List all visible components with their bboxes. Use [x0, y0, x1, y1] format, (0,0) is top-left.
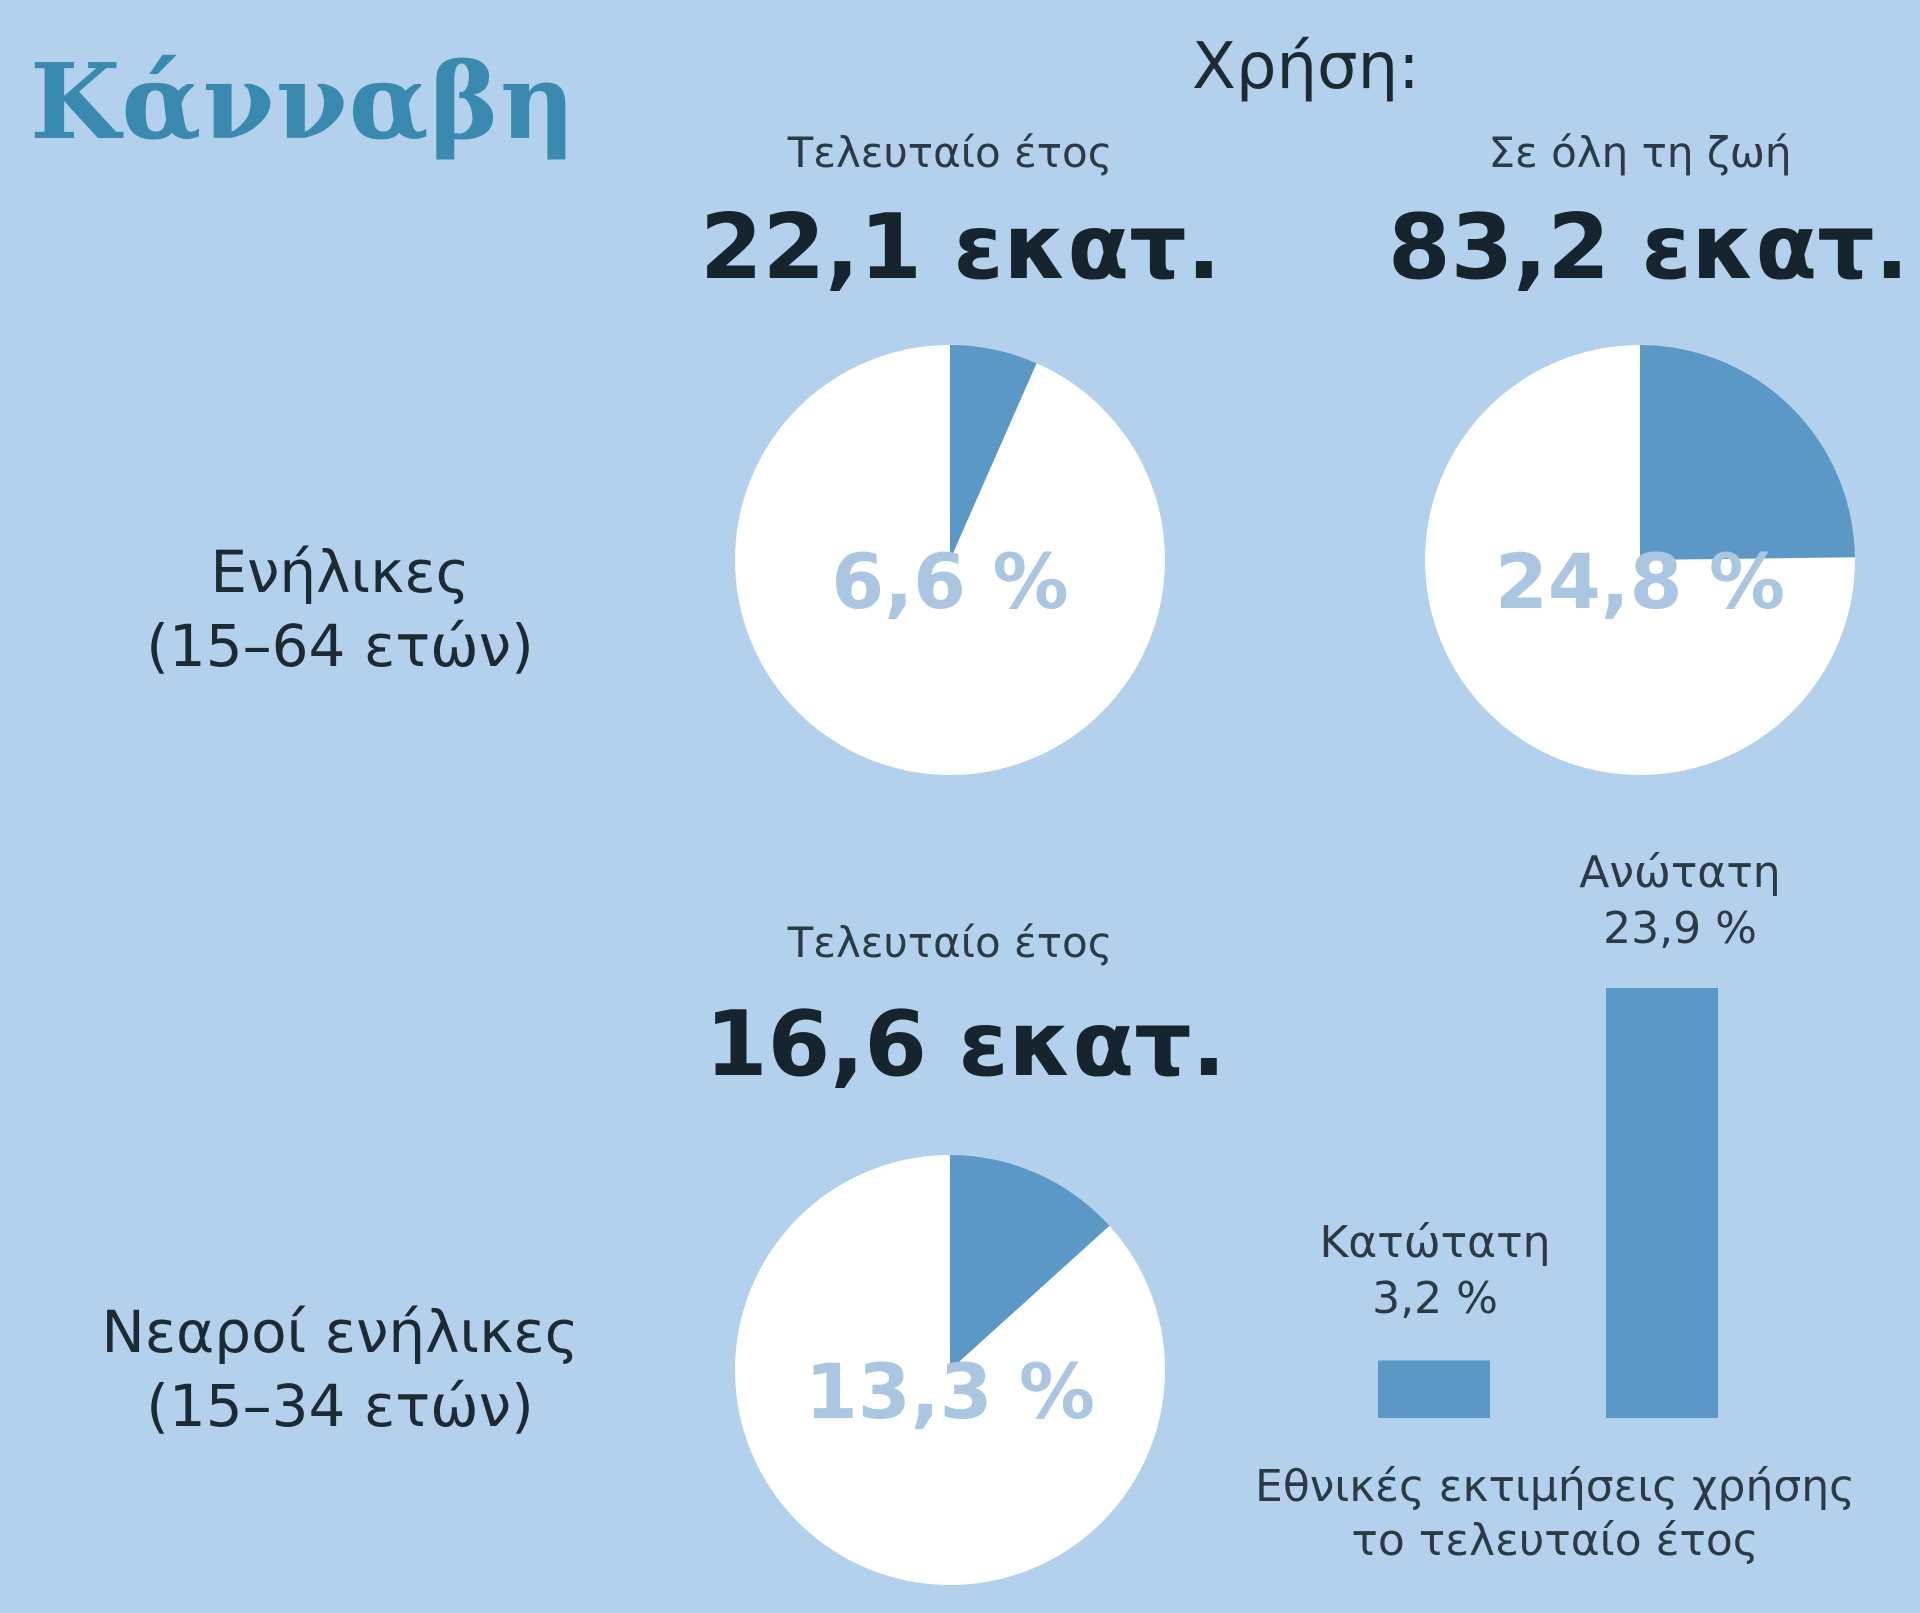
bar-max-value: 23,9 %	[1603, 903, 1757, 955]
page-title: Κάνναβη	[30, 40, 577, 163]
adults-last-year-value: 22,1 εκατ.	[700, 195, 1221, 300]
bar-max-rect	[1606, 988, 1718, 1418]
adults-last-year-pie-percent-label: 6,6 %	[831, 537, 1068, 626]
bar-min-label: Κατώτατη 3,2 %	[1300, 1215, 1570, 1328]
adults-last-year-pie-usage-slice	[950, 345, 1037, 560]
adults-lifetime-label: Σε όλη τη ζωή	[1488, 128, 1792, 177]
footnote-line1: Εθνικές εκτιμήσεις χρήσης	[1255, 1461, 1855, 1512]
young-last-year-pie-percent-label: 13,3 %	[805, 1347, 1095, 1436]
young-row-label: Νεαροί ενήλικες (15–34 ετών)	[40, 1295, 640, 1443]
adults-last-year-label: Τελευταίο έτος	[787, 128, 1113, 177]
footnote-line2: το τελευταίο έτος	[1351, 1514, 1759, 1566]
bar-max-label: Ανώτατη 23,9 %	[1530, 845, 1830, 958]
bar-max-category: Ανώτατη	[1579, 847, 1781, 898]
young-label-line2: (15–34 ετών)	[146, 1372, 534, 1441]
young-last-year-pie: 13,3 %	[735, 1155, 1165, 1585]
adults-lifetime-pie-usage-slice	[1640, 345, 1855, 560]
usage-heading: Χρήση:	[1192, 30, 1420, 104]
adults-label-line2: (15–64 ετών)	[146, 612, 534, 681]
adults-lifetime-value: 83,2 εκατ.	[1388, 195, 1909, 300]
adults-label-line1: Ενήλικες	[210, 538, 470, 606]
adults-last-year-pie: 6,6 %	[735, 345, 1165, 775]
young-last-year-value: 16,6 εκατ.	[705, 992, 1226, 1097]
adults-lifetime-pie: 24,8 %	[1425, 345, 1855, 775]
bar-min-value: 3,2 %	[1372, 1273, 1498, 1325]
bar-min-category: Κατώτατη	[1319, 1217, 1551, 1268]
bar-min-rect	[1378, 1360, 1490, 1418]
adults-lifetime-pie-percent-label: 24,8 %	[1495, 537, 1785, 626]
young-last-year-pie-usage-slice	[950, 1155, 1110, 1370]
young-label-line1: Νεαροί ενήλικες	[101, 1298, 579, 1366]
national-footnote: Εθνικές εκτιμήσεις χρήσης το τελευταίο έ…	[1230, 1460, 1880, 1567]
young-last-year-label: Τελευταίο έτος	[787, 918, 1113, 967]
adults-row-label: Ενήλικες (15–64 ετών)	[60, 535, 620, 683]
